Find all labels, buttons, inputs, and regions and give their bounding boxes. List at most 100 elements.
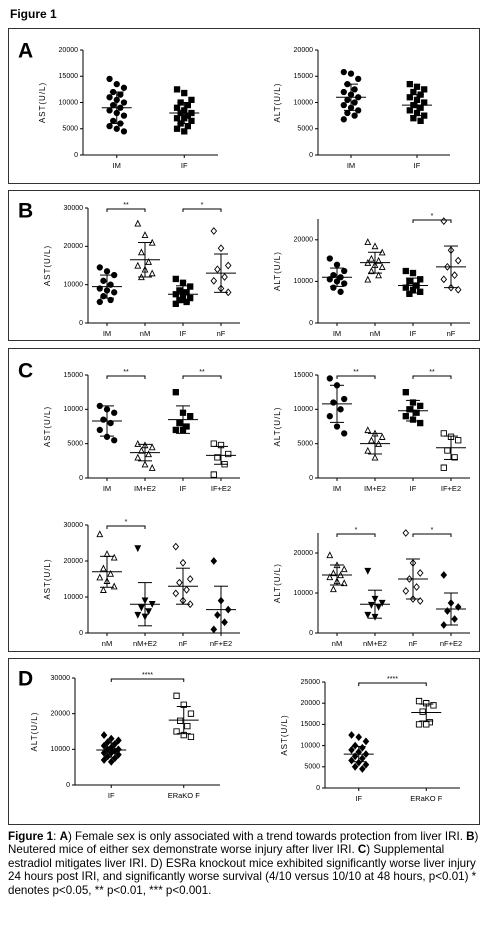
- data-point: [402, 413, 409, 420]
- data-point: [173, 104, 181, 111]
- data-point: [340, 565, 348, 573]
- caption-text: A: [59, 830, 68, 843]
- x-tick-label: IF+E2: [441, 484, 461, 493]
- data-point: [359, 754, 366, 763]
- y-tick-label: 0: [309, 630, 313, 637]
- data-point: [141, 460, 149, 468]
- data-point: [214, 265, 221, 274]
- x-tick-label: IF: [181, 161, 188, 170]
- data-point: [100, 731, 108, 739]
- caption-text: ) Supplemental estradiol mitigates liver…: [8, 843, 477, 897]
- y-tick-label: 30000: [51, 675, 71, 682]
- data-point: [413, 583, 420, 591]
- data-point: [99, 586, 107, 593]
- data-point: [187, 413, 194, 420]
- data-point: [145, 450, 153, 458]
- caption: Figure 1: A) Female sex is only associat…: [8, 830, 480, 897]
- data-point: [100, 749, 108, 757]
- data-point: [120, 84, 128, 91]
- data-point: [375, 271, 383, 279]
- data-point: [406, 406, 413, 413]
- data-point: [348, 731, 355, 739]
- data-point: [402, 284, 409, 291]
- data-point: [134, 219, 142, 227]
- data-point: [355, 75, 362, 82]
- significance-label: *: [125, 519, 128, 526]
- data-point: [421, 86, 428, 93]
- data-point: [214, 454, 221, 461]
- significance-bracket: [412, 219, 452, 223]
- data-point: [107, 734, 115, 743]
- y-tick-label: 20000: [301, 700, 321, 707]
- data-point: [375, 256, 383, 264]
- data-point: [106, 107, 113, 114]
- data-point: [224, 288, 232, 297]
- data-point: [100, 277, 107, 284]
- data-point: [188, 117, 195, 125]
- y-tick-label: 0: [74, 152, 78, 159]
- y-tick-label: 15000: [294, 73, 314, 80]
- significance-label: ****: [387, 676, 398, 683]
- significance-label: **: [429, 369, 435, 376]
- data-point: [402, 529, 410, 537]
- data-point: [172, 542, 180, 551]
- data-point: [378, 433, 386, 440]
- data-point: [371, 242, 379, 250]
- y-tick-label: 25000: [301, 679, 321, 686]
- data-point: [355, 733, 363, 742]
- data-point: [104, 738, 111, 747]
- data-point: [224, 261, 232, 270]
- caption-text: ) Female sex is only associated with a t…: [67, 830, 467, 843]
- data-point: [367, 254, 375, 262]
- y-tick-label: 10000: [64, 594, 84, 601]
- y-tick-label: 30000: [64, 205, 84, 212]
- y-tick-label: 0: [309, 152, 313, 159]
- data-point: [96, 530, 104, 538]
- data-point: [341, 395, 348, 403]
- data-point: [347, 70, 355, 77]
- data-point: [329, 585, 337, 593]
- data-point: [183, 585, 190, 594]
- y-tick-label: 10000: [64, 282, 84, 289]
- y-tick-label: 20000: [64, 558, 84, 565]
- data-point: [364, 238, 372, 246]
- data-point: [103, 550, 111, 557]
- data-point: [348, 756, 355, 765]
- data-point: [409, 269, 417, 277]
- data-point: [348, 745, 355, 754]
- data-point: [210, 276, 218, 285]
- y-axis-label: AST(U/L): [43, 406, 52, 447]
- figure-title: Figure 1: [10, 7, 57, 21]
- data-point: [183, 298, 190, 306]
- data-point: [111, 437, 118, 444]
- data-point: [364, 611, 372, 619]
- data-point: [440, 621, 448, 629]
- data-point: [326, 413, 333, 420]
- data-point: [134, 261, 142, 269]
- y-tick-label: 0: [309, 475, 313, 482]
- caption-text: C: [357, 843, 367, 857]
- data-point: [378, 599, 386, 607]
- x-tick-label: IM: [333, 484, 341, 493]
- x-tick-label: IF: [414, 161, 421, 170]
- y-tick-label: 10000: [294, 590, 314, 597]
- data-point: [134, 545, 142, 553]
- significance-bracket: [336, 375, 376, 379]
- caption-text: B: [466, 830, 475, 843]
- data-point: [221, 273, 228, 281]
- significance-label: **: [353, 369, 359, 376]
- data-point: [410, 88, 417, 96]
- x-tick-label: ERaKO F: [168, 791, 201, 800]
- data-point: [410, 115, 417, 122]
- data-point: [96, 426, 103, 434]
- data-point: [210, 440, 217, 447]
- data-point: [406, 290, 413, 298]
- x-tick-label: IM: [103, 484, 111, 493]
- y-tick-label: 5000: [62, 126, 78, 133]
- data-point: [110, 553, 118, 561]
- significance-bracket: [182, 375, 222, 379]
- data-point: [173, 115, 181, 122]
- y-axis-label: AST(U/L): [38, 82, 47, 123]
- x-tick-label: nM: [370, 329, 380, 338]
- data-point: [187, 733, 195, 740]
